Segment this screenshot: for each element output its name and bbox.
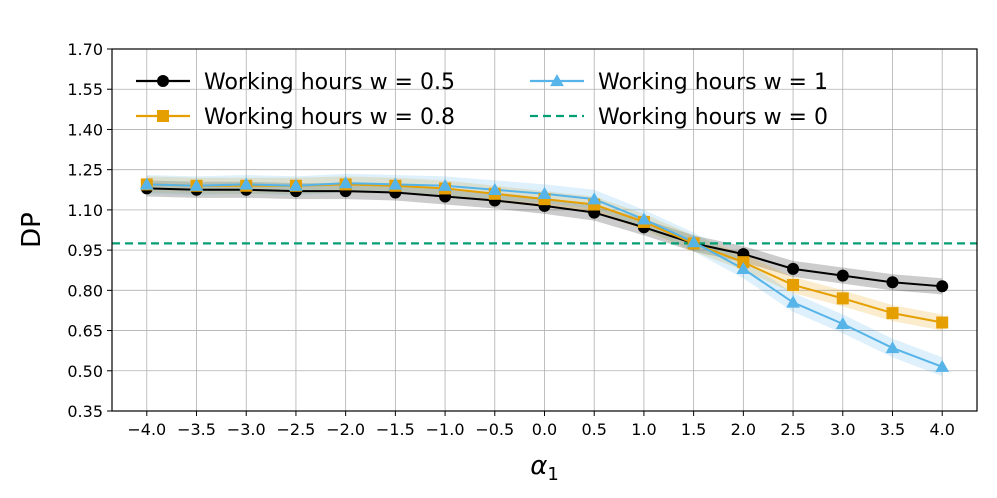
legend-marker-0 xyxy=(157,75,169,87)
series-markers xyxy=(139,176,950,372)
x-tick-label: −3.0 xyxy=(227,420,266,439)
x-tick-label: 4.0 xyxy=(929,420,954,439)
series-2-point xyxy=(686,235,701,248)
y-tick-label: 0.35 xyxy=(67,402,103,421)
x-tick-label: −0.5 xyxy=(475,420,514,439)
series-1-point xyxy=(836,292,849,305)
x-tick-label: 2.5 xyxy=(780,420,805,439)
x-tick-label: −2.0 xyxy=(326,420,365,439)
y-tick-label: 0.65 xyxy=(67,322,103,341)
series-2-point xyxy=(736,261,751,275)
series-2-point xyxy=(289,178,303,191)
series-2-point xyxy=(139,177,154,190)
x-tick-label: −1.0 xyxy=(426,420,465,439)
y-tick-label: 1.40 xyxy=(67,120,103,139)
y-axis-ticks: 0.35 0.50 0.65 0.80 0.95 1.10 1.25 1.40 1.55 1.70 xyxy=(67,40,112,421)
x-tick-label: −2.5 xyxy=(277,420,316,439)
y-tick-label: 1.70 xyxy=(67,40,103,59)
y-tick-label: 1.25 xyxy=(67,161,103,180)
series-2-point xyxy=(239,177,254,190)
legend: Working hours w = 0.5 Working hours w = 0… xyxy=(136,70,828,130)
series-0-point xyxy=(886,276,899,289)
legend-marker-1 xyxy=(157,110,169,122)
x-tick-label: 3.5 xyxy=(880,420,905,439)
series-0-point xyxy=(936,280,949,293)
series-2-point xyxy=(537,186,552,199)
series-2-point xyxy=(935,359,950,372)
series-2-point xyxy=(637,212,651,225)
x-tick-label: 2.0 xyxy=(731,420,756,439)
x-axis-label-subscript: 1 xyxy=(547,464,558,485)
x-tick-label: 0.0 xyxy=(532,420,557,439)
x-tick-label: −1.5 xyxy=(376,420,415,439)
series-2-point xyxy=(587,192,602,205)
series-1-point xyxy=(936,316,949,329)
y-tick-label: 0.80 xyxy=(67,281,103,300)
x-axis-ticks: −4.0 −3.5 −3.0 −2.5 −2.0 −1.5 −1.0 −0.5 0.0 0.5 1.… xyxy=(127,411,955,439)
series-2-point xyxy=(786,295,800,308)
grid xyxy=(112,48,977,412)
legend-label-3: Working hours w = 0 xyxy=(598,105,828,130)
series-2-point xyxy=(338,176,353,189)
x-tick-label: −4.0 xyxy=(127,420,166,439)
x-tick-label: 3.0 xyxy=(830,420,855,439)
series-2-point xyxy=(487,182,502,195)
legend-label-1: Working hours w = 0.8 xyxy=(204,105,455,130)
y-tick-label: 1.10 xyxy=(67,201,103,220)
legend-marker-2 xyxy=(550,74,564,87)
x-axis-label: α1 xyxy=(530,451,559,485)
series-0-point xyxy=(787,262,800,275)
x-axis-label-base: α xyxy=(530,451,547,481)
series-2-point xyxy=(438,178,452,191)
legend-label-0: Working hours w = 0.5 xyxy=(204,70,455,95)
legend-label-2: Working hours w = 1 xyxy=(598,70,828,95)
x-tick-label: 1.5 xyxy=(681,420,706,439)
x-tick-label: −3.5 xyxy=(177,420,216,439)
y-tick-label: 1.55 xyxy=(67,80,103,99)
series-1-point xyxy=(886,307,899,320)
series-2-point xyxy=(835,316,850,330)
series-2-point xyxy=(388,177,403,190)
series-2-point xyxy=(189,178,204,191)
y-tick-label: 0.95 xyxy=(67,241,103,260)
series-band-2 xyxy=(146,173,943,377)
y-tick-label: 0.50 xyxy=(67,362,103,381)
series-2-point xyxy=(885,341,900,354)
y-axis-label: DP xyxy=(17,212,47,248)
series-1-point xyxy=(787,278,800,291)
x-tick-label: 1.0 xyxy=(631,420,656,439)
x-tick-label: 0.5 xyxy=(581,420,606,439)
series-0-point xyxy=(836,269,849,282)
